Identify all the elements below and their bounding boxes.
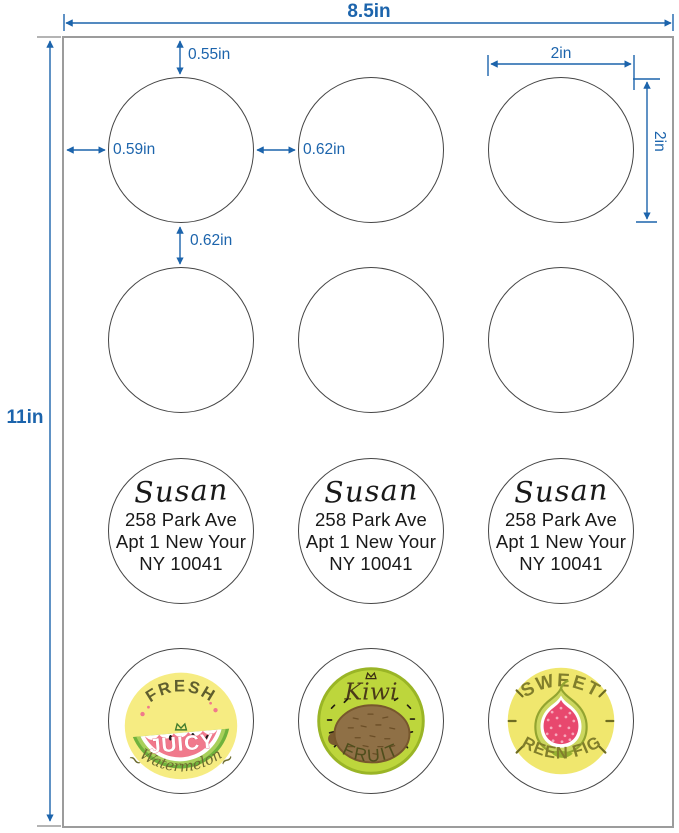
fig-seeds bbox=[545, 706, 576, 744]
address-line-1: 258 Park Ave bbox=[504, 509, 618, 531]
label-width-dimension-label: 2in bbox=[550, 45, 572, 62]
address-label-circle: Susan 258 Park Ave Apt 1 New Your NY 100… bbox=[108, 458, 254, 604]
sheet-height-dimension-label: 11in bbox=[6, 407, 44, 428]
figs-sticker-circle: SWEET bbox=[488, 648, 634, 794]
address-name: Susan bbox=[513, 472, 609, 510]
row-gap-dimension-label: 0.62in bbox=[190, 232, 233, 249]
clock-tick-marks bbox=[507, 689, 615, 754]
blank-label-circle bbox=[108, 77, 254, 223]
fig-fruit bbox=[534, 679, 588, 758]
address-line-2: Apt 1 New Your bbox=[495, 531, 627, 553]
kiwi-fuzz-texture bbox=[347, 713, 396, 756]
blank-label-circle bbox=[108, 267, 254, 413]
kiwi-illustration-icon: Kiwi bbox=[317, 667, 425, 775]
address-line-3: NY 10041 bbox=[519, 552, 603, 574]
address-line-3: NY 10041 bbox=[329, 552, 413, 574]
blank-label-circle bbox=[298, 267, 444, 413]
label-height-dimension-label: 2in bbox=[651, 131, 668, 152]
fig-leaf bbox=[551, 750, 573, 758]
left-margin-dimension-label: 0.59in bbox=[113, 141, 156, 158]
sheet-width-dimension-label: 8.5in bbox=[347, 1, 391, 22]
juice-splashes bbox=[140, 701, 218, 717]
watermelon-slice: JUICY bbox=[132, 728, 230, 769]
address-name: Susan bbox=[323, 472, 419, 510]
crown-doodle-icon bbox=[174, 722, 188, 731]
kiwi-outer-seeds bbox=[326, 697, 416, 749]
figs-illustration-icon: SWEET bbox=[489, 649, 615, 775]
kiwi-sticker-circle: Kiwi bbox=[298, 648, 444, 794]
blank-label-circle bbox=[488, 267, 634, 413]
watermelon-seeds bbox=[155, 733, 209, 744]
address-line-1: 258 Park Ave bbox=[124, 509, 238, 531]
address-line-3: NY 10041 bbox=[139, 552, 223, 574]
kiwi-fruit-body bbox=[328, 704, 411, 764]
address-name: Susan bbox=[133, 472, 229, 510]
address-line-2: Apt 1 New Your bbox=[305, 531, 437, 553]
kiwi-top-text: Kiwi bbox=[343, 677, 397, 705]
blank-label-circle bbox=[298, 77, 444, 223]
address-label-circle: Susan 258 Park Ave Apt 1 New Your NY 100… bbox=[488, 458, 634, 604]
address-label-circle: Susan 258 Park Ave Apt 1 New Your NY 100… bbox=[298, 458, 444, 604]
column-gap-dimension-label: 0.62in bbox=[303, 141, 346, 158]
blank-label-circle bbox=[488, 77, 634, 223]
address-line-1: 258 Park Ave bbox=[314, 509, 428, 531]
top-margin-dimension-label: 0.55in bbox=[188, 46, 231, 63]
address-line-2: Apt 1 New Your bbox=[115, 531, 247, 553]
watermelon-sticker-circle: FRESH JUICY bbox=[108, 648, 254, 794]
kiwi-oval bbox=[333, 704, 411, 764]
crown-doodle-icon bbox=[365, 671, 377, 680]
watermelon-illustration-icon: FRESH JUICY bbox=[123, 672, 239, 780]
flesh bbox=[144, 729, 218, 758]
